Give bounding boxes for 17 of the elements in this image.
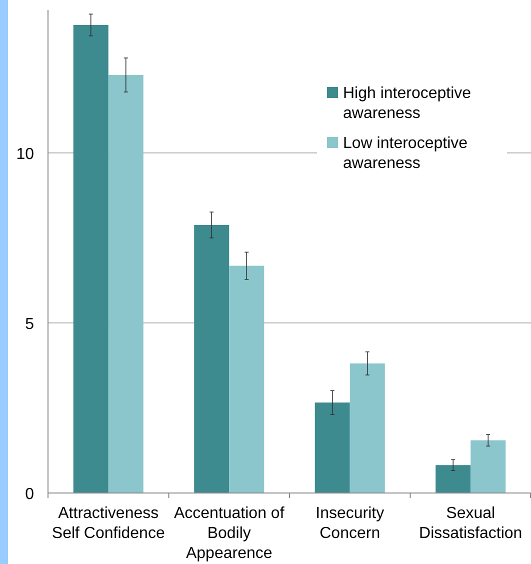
- bar: [73, 24, 108, 493]
- y-tick-label: 10: [16, 146, 34, 163]
- x-tick-label: Attractiveness Self Confidence: [52, 505, 165, 542]
- bar: [194, 224, 230, 493]
- y-tick-label: 5: [25, 316, 34, 333]
- bar: [108, 74, 144, 493]
- bar: [229, 266, 264, 493]
- bar: [436, 465, 471, 493]
- x-tick-label: Accentuation of Bodily Appearence: [174, 505, 285, 562]
- x-tick-label: Sexual Dissatisfaction: [419, 505, 522, 542]
- bar: [470, 440, 506, 493]
- bar: [314, 402, 350, 493]
- legend-label: High interoceptive awareness: [343, 85, 472, 122]
- bar: [350, 363, 385, 493]
- x-tick-label: Insecurity Concern: [316, 505, 384, 542]
- legend-label: Low interoceptive awareness: [343, 135, 468, 172]
- y-tick-label: 0: [25, 486, 34, 503]
